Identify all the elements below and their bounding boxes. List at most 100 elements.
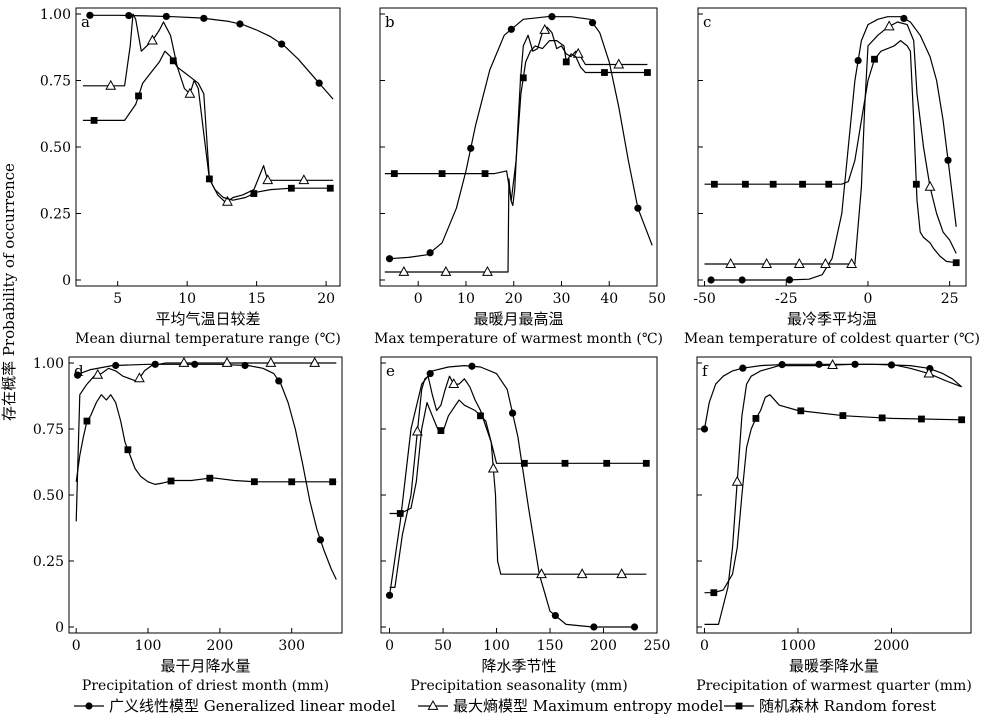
data-point-triangle [761,257,773,268]
data-point-circle [548,13,556,21]
data-point-triangle [440,265,452,276]
series-triangle [384,23,648,276]
data-point-circle [508,409,517,417]
data-point-square [952,259,960,267]
data-point-square [83,417,91,425]
data-point-circle [191,360,199,368]
data-point-square [752,415,760,422]
data-point-square [250,190,258,197]
data-point-triangle [105,79,117,90]
panel-f: 0 1000 2000 f 最暖季降水量 Precipitation of warmest… [696,356,972,694]
panel-frame [696,356,972,634]
data-point-triangle [178,356,190,367]
panel-frame [697,7,967,287]
series-line-triangle [384,26,648,273]
series-circle [700,360,962,433]
x-axis-label-cn: 最冷季平均温 [787,310,877,328]
x-tick-label: 40 [600,291,618,307]
data-point-square [710,589,718,597]
y-tick-label: 0.75 [33,422,64,438]
data-point-square [124,446,132,454]
panel-frame [380,356,658,634]
data-point-triangle [923,367,935,378]
x-axis-label-cn: 降水季节性 [481,657,556,675]
y-tick-label: 0 [62,273,71,289]
x-tick-label: 1000 [780,638,816,654]
legend-label: 广义线性模型 Generalized linear model [109,697,396,715]
data-point-triangle [924,180,936,191]
x-tick-label: -50 [693,291,716,307]
data-point-circle [738,276,746,284]
data-point-triangle [133,372,145,383]
data-point-circle [74,371,82,379]
data-point-square [477,412,484,420]
x-axis-label-en: Mean diurnal temperature range (℃) [75,331,341,347]
data-point-triangle [820,257,831,268]
data-point-triangle [262,174,274,185]
legend-label: 最大熵模型 Maximum entropy model [453,697,724,715]
data-point-triangle [92,368,104,379]
x-tick-label: 25 [941,291,959,307]
data-point-circle [162,12,170,21]
data-point-circle [200,14,208,22]
panel-frame [75,7,341,287]
data-point-triangle [613,58,625,69]
y-tick-label: 0.50 [33,488,64,504]
data-point-triangle [222,195,233,206]
series-line-square [704,394,962,594]
x-tick-label: 50 [434,638,452,654]
x-axis-label-cn: 平均气温日较差 [155,310,260,328]
data-point-triangle [411,425,423,436]
panel-letter: d [74,362,84,380]
x-axis-label-cn: 最暖季降水量 [789,657,879,675]
data-point-square [741,180,749,188]
data-point-circle [241,361,249,370]
series-line-circle [703,363,962,430]
data-point-square [390,170,398,177]
x-tick-label: 10 [178,291,196,307]
series-line-triangle [389,375,647,589]
data-point-triangle [265,356,277,367]
data-point-square [871,55,878,63]
data-point-triangle [146,34,158,45]
series-triangle [75,356,337,522]
x-tick-label: 0 [863,291,872,307]
data-point-triangle [298,174,310,185]
series-line-triangle [82,13,334,204]
panel-b: 0 10 20 30 40 50 b 最暖月最高温 Max temperature of war… [374,7,666,347]
x-tick-label: -25 [775,291,798,307]
data-point-circle [151,360,159,368]
legend-entry-triangle: 最大熵模型 Maximum entropy model [418,697,724,715]
y-tick-label: 1.00 [40,7,71,23]
data-point-triangle [616,568,628,579]
data-point-circle [739,364,747,372]
legend-entry-circle: 广义线性模型 Generalized linear model [74,697,396,715]
y-tick-label: 0.25 [33,554,64,570]
data-point-square [918,415,925,423]
data-point-triangle [725,257,737,268]
panel-letter: f [702,362,709,380]
series-circle [86,11,334,100]
series-triangle [704,20,957,268]
data-point-square [562,58,570,66]
data-point-circle [236,20,244,28]
x-axis-label-cn: 最暖月最高温 [473,310,563,328]
x-tick-label: 0 [385,638,394,654]
panel-c: -50 -25 0 25 c 最冷季平均温 Mean temperature of cold… [684,7,980,347]
data-point-circle [778,361,786,369]
data-point-circle [707,276,715,284]
series-square [384,39,651,201]
x-tick-label: 150 [537,638,564,654]
series-square [704,394,966,597]
data-point-triangle [576,568,588,579]
panel-letter: e [386,362,395,380]
data-point-triangle [398,265,410,276]
x-tick-label: 0 [72,638,81,654]
data-point-square [167,477,175,485]
y-tick-label: 1.00 [33,356,64,372]
x-tick-label: 10 [457,291,475,307]
data-point-triangle [487,462,499,473]
data-point-square [206,474,214,482]
data-point-square [878,414,886,422]
